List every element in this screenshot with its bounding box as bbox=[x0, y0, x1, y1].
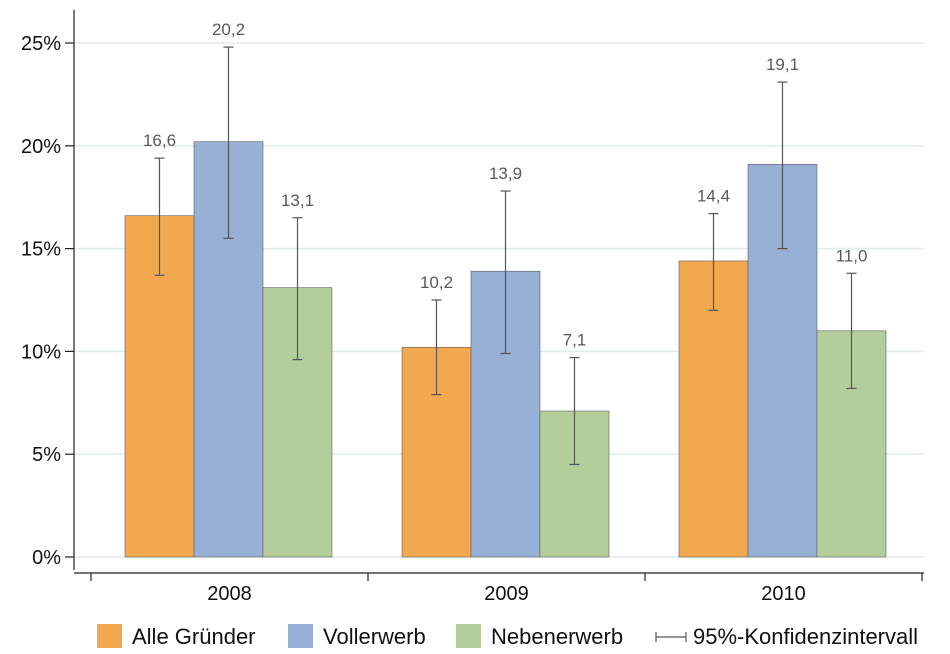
legend-label: Vollerwerb bbox=[323, 624, 426, 649]
data-label: 19,1 bbox=[766, 55, 799, 74]
y-tick-label: 25% bbox=[21, 33, 61, 55]
data-label: 13,1 bbox=[281, 191, 314, 210]
data-label: 16,6 bbox=[143, 131, 176, 150]
y-tick-label: 15% bbox=[21, 239, 61, 261]
error-bars bbox=[154, 46, 857, 466]
legend-swatch bbox=[97, 624, 122, 648]
legend-label: 95%-Konfidenzintervall bbox=[693, 624, 918, 649]
data-label: 14,4 bbox=[697, 187, 730, 206]
legend-label: Alle Gründer bbox=[132, 624, 256, 649]
value-labels: 16,6 10,2 14,4 20,2 13,9 19,1 13,1 7,1 11,0 bbox=[143, 20, 867, 349]
legend-label: Nebenerwerb bbox=[491, 624, 623, 649]
y-tick-label: 0% bbox=[32, 547, 61, 569]
data-label: 20,2 bbox=[212, 20, 245, 39]
data-label: 13,9 bbox=[489, 164, 522, 183]
x-tick-label: 2010 bbox=[761, 583, 806, 605]
y-tick-label: 10% bbox=[21, 341, 61, 363]
legend-swatch bbox=[288, 624, 313, 648]
legend-swatch bbox=[456, 624, 481, 648]
y-tick-label: 5% bbox=[32, 444, 61, 466]
data-label: 11,0 bbox=[836, 246, 868, 265]
x-tick-label: 2009 bbox=[484, 583, 529, 605]
data-label: 7,1 bbox=[563, 331, 587, 350]
data-label: 10,2 bbox=[420, 273, 453, 292]
legend: Alle Gründer Vollerwerb Nebenerwerb 95%-Kon… bbox=[97, 624, 918, 649]
axes: 0% 5% 10% 15% 20% 25% 2008 2009 2010 bbox=[21, 10, 924, 605]
x-tick-label: 2008 bbox=[207, 583, 252, 605]
y-tick-label: 20% bbox=[21, 136, 61, 158]
